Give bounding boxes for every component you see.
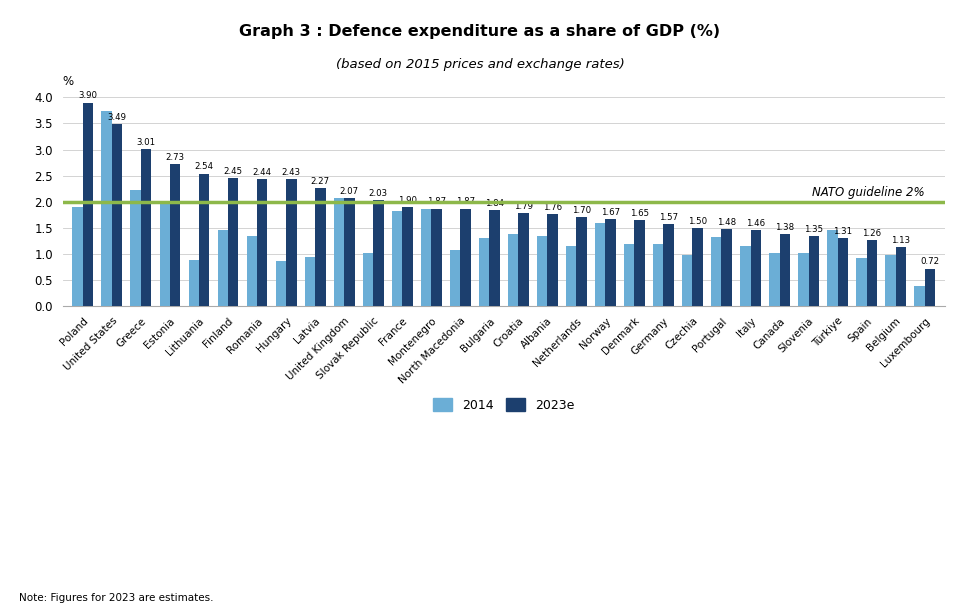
Text: 1.50: 1.50 — [688, 217, 708, 226]
Bar — [518, 213, 529, 306]
Bar — [624, 244, 635, 306]
Text: 2.54: 2.54 — [195, 162, 214, 171]
Text: 1.84: 1.84 — [485, 199, 504, 208]
Bar — [188, 260, 199, 306]
Text: 3.49: 3.49 — [108, 113, 127, 122]
Text: 2.44: 2.44 — [252, 168, 272, 177]
Bar — [914, 286, 924, 306]
Bar — [606, 219, 615, 306]
Text: 2.45: 2.45 — [224, 167, 243, 176]
Bar — [363, 253, 373, 306]
Legend: 2014, 2023e: 2014, 2023e — [428, 393, 579, 416]
Bar — [924, 268, 935, 306]
Bar — [392, 211, 402, 306]
Bar — [247, 236, 257, 306]
Bar — [595, 223, 606, 306]
Bar — [431, 208, 442, 306]
Bar — [131, 190, 141, 306]
Bar — [490, 210, 500, 306]
Text: 1.70: 1.70 — [572, 206, 591, 215]
Bar — [460, 208, 470, 306]
Bar — [102, 112, 112, 306]
Bar — [315, 188, 325, 306]
Bar — [159, 204, 170, 306]
Text: 1.76: 1.76 — [543, 203, 563, 212]
Text: 1.35: 1.35 — [804, 225, 824, 233]
Bar — [740, 246, 751, 306]
Bar — [344, 198, 354, 306]
Bar — [808, 236, 819, 306]
Bar — [885, 256, 896, 306]
Bar — [141, 149, 152, 306]
Bar — [635, 220, 645, 306]
Text: 3.90: 3.90 — [79, 92, 98, 101]
Bar — [170, 164, 180, 306]
Bar — [780, 234, 790, 306]
Text: 2.03: 2.03 — [369, 189, 388, 198]
Bar — [751, 230, 761, 306]
Text: 1.26: 1.26 — [862, 229, 881, 238]
Text: 1.90: 1.90 — [397, 196, 417, 205]
Bar — [565, 246, 576, 306]
Bar — [856, 258, 867, 306]
Text: 1.87: 1.87 — [427, 198, 446, 207]
Bar — [402, 207, 413, 306]
Text: 1.13: 1.13 — [891, 236, 910, 245]
Bar — [286, 179, 297, 306]
Bar — [867, 241, 877, 306]
Bar — [692, 228, 703, 306]
Bar — [653, 244, 663, 306]
Text: %: % — [62, 75, 74, 88]
Bar — [896, 247, 906, 306]
Text: Graph 3 : Defence expenditure as a share of GDP (%): Graph 3 : Defence expenditure as a share… — [239, 24, 721, 39]
Text: 1.46: 1.46 — [746, 219, 765, 228]
Bar — [228, 178, 238, 306]
Text: 2.07: 2.07 — [340, 187, 359, 196]
Bar — [112, 124, 122, 306]
Bar — [711, 237, 722, 306]
Bar — [199, 173, 209, 306]
Bar — [828, 230, 837, 306]
Bar — [769, 253, 780, 306]
Bar — [837, 238, 848, 306]
Bar — [72, 207, 83, 306]
Bar — [479, 238, 490, 306]
Bar — [798, 253, 808, 306]
Bar — [547, 215, 558, 306]
Bar — [83, 102, 93, 306]
Text: 1.79: 1.79 — [514, 202, 533, 211]
Bar — [537, 236, 547, 306]
Bar — [334, 198, 344, 306]
Bar — [276, 261, 286, 306]
Text: 2.73: 2.73 — [166, 153, 184, 162]
Bar — [663, 224, 674, 306]
Text: 1.57: 1.57 — [660, 213, 678, 222]
Text: 3.01: 3.01 — [136, 138, 156, 147]
Text: (based on 2015 prices and exchange rates): (based on 2015 prices and exchange rates… — [336, 58, 624, 70]
Bar — [722, 229, 732, 306]
Bar — [682, 256, 692, 306]
Text: 1.38: 1.38 — [776, 223, 794, 232]
Bar — [257, 179, 268, 306]
Bar — [373, 200, 384, 306]
Bar — [420, 209, 431, 306]
Text: NATO guideline 2%: NATO guideline 2% — [812, 185, 924, 199]
Bar — [450, 250, 460, 306]
Text: 2.43: 2.43 — [281, 168, 300, 177]
Text: Note: Figures for 2023 are estimates.: Note: Figures for 2023 are estimates. — [19, 593, 214, 603]
Bar — [576, 218, 587, 306]
Text: 1.31: 1.31 — [833, 227, 852, 236]
Bar — [508, 233, 518, 306]
Text: 2.27: 2.27 — [311, 176, 330, 185]
Text: 0.72: 0.72 — [921, 258, 940, 267]
Text: 1.87: 1.87 — [456, 198, 475, 207]
Text: 1.48: 1.48 — [717, 218, 736, 227]
Bar — [304, 257, 315, 306]
Text: 1.67: 1.67 — [601, 208, 620, 217]
Text: 1.65: 1.65 — [630, 209, 649, 218]
Bar — [218, 230, 228, 306]
